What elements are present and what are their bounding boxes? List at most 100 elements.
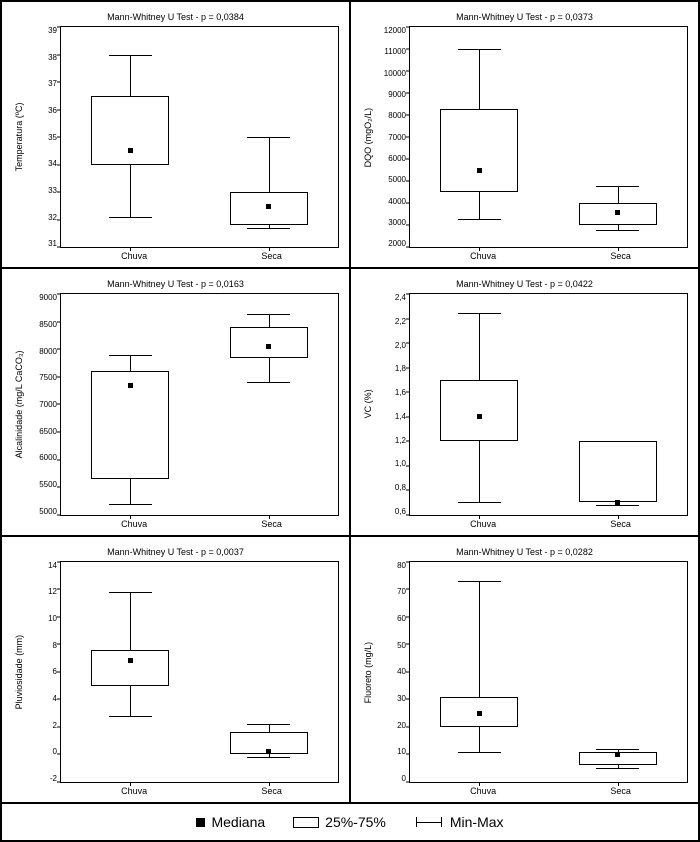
- y-tick: [406, 93, 410, 94]
- whisker-cap: [458, 219, 501, 220]
- box: [91, 650, 169, 686]
- x-tick-label: Seca: [610, 251, 631, 261]
- whisker-cap: [247, 724, 290, 725]
- y-tick: [57, 137, 61, 138]
- whisker-cap: [458, 313, 501, 314]
- whisker: [130, 55, 131, 96]
- y-tick: [406, 392, 410, 393]
- y-tick: [406, 644, 410, 645]
- x-tick: [618, 515, 619, 519]
- y-tick-label: 1,4: [375, 412, 406, 421]
- y-tick: [406, 137, 410, 138]
- whisker-marker-icon: [414, 816, 444, 828]
- y-tick: [406, 616, 410, 617]
- y-tick-label: 8000: [375, 111, 406, 120]
- y-tick-label: 20: [375, 721, 406, 730]
- whisker: [269, 358, 270, 383]
- y-tick-label: 6: [26, 667, 57, 676]
- plot-area: [60, 293, 339, 515]
- x-tick-label: Chuva: [470, 786, 496, 796]
- y-tick-label: 38: [26, 53, 57, 62]
- y-tick: [57, 699, 61, 700]
- y-tick-label: 1,6: [375, 388, 406, 397]
- y-tick-label: 2,4: [375, 293, 406, 302]
- chart-temp: Mann-Whitney U Test - p = 0,0384Temperat…: [1, 1, 350, 268]
- median-marker: [615, 752, 620, 757]
- y-tick-label: 39: [26, 26, 57, 35]
- x-axis: ChuvaSeca: [413, 783, 688, 796]
- y-tick-label: 7000: [375, 133, 406, 142]
- x-axis: Chuva Seca: [64, 248, 339, 261]
- whisker: [130, 355, 131, 372]
- y-tick-label: 5500: [26, 480, 57, 489]
- y-tick-label: 10000: [375, 69, 406, 78]
- y-tick: [57, 616, 61, 617]
- plot-wrap: Alcalinidade (mg/L CaCO₃)900085008000750…: [12, 293, 339, 515]
- whisker: [618, 186, 619, 204]
- whisker-cap: [109, 716, 152, 717]
- y-tick-label: 2,0: [375, 341, 406, 350]
- y-tick: [57, 219, 61, 220]
- y-tick: [57, 782, 61, 783]
- whisker: [269, 137, 270, 192]
- y-tick-label: 8000: [26, 347, 57, 356]
- y-tick-label: 30: [375, 694, 406, 703]
- y-tick: [406, 343, 410, 344]
- x-tick-label: Chuva: [121, 519, 147, 529]
- y-tick: [406, 754, 410, 755]
- y-tick-label: 6000: [26, 453, 57, 462]
- whisker: [269, 724, 270, 732]
- y-tick-label: 40: [375, 667, 406, 676]
- y-tick: [406, 561, 410, 562]
- whisker-cap: [596, 749, 639, 750]
- plot-wrap: Temperatura (ºC)393837363534333231: [12, 26, 339, 248]
- y-axis-label: DQO (mgO₂/L): [361, 26, 375, 248]
- y-tick-label: 5000: [26, 507, 57, 516]
- y-axis: 1200011000100009000800070006000500040003…: [375, 26, 409, 248]
- y-tick: [406, 115, 410, 116]
- y-tick: [57, 54, 61, 55]
- y-tick-label: 0: [375, 774, 406, 783]
- box: [230, 327, 308, 357]
- y-tick: [57, 726, 61, 727]
- y-tick: [406, 699, 410, 700]
- x-tick: [130, 782, 131, 786]
- y-tick: [57, 294, 61, 295]
- y-tick-label: 3000: [375, 218, 406, 227]
- y-tick-label: 33: [26, 186, 57, 195]
- y-tick: [406, 49, 410, 50]
- whisker: [479, 313, 480, 380]
- y-tick: [406, 318, 410, 319]
- y-tick: [406, 671, 410, 672]
- y-tick: [406, 27, 410, 28]
- chart-title: Mann-Whitney U Test - p = 0,0282: [361, 547, 688, 557]
- y-tick-label: 2,2: [375, 317, 406, 326]
- y-tick: [57, 754, 61, 755]
- y-axis-label: Pluviosidade (mm): [12, 561, 26, 783]
- x-tick: [618, 782, 619, 786]
- y-tick-label: 0: [26, 747, 57, 756]
- whisker: [269, 314, 270, 328]
- y-tick: [57, 589, 61, 590]
- y-tick-label: 2: [26, 721, 57, 730]
- y-tick: [406, 203, 410, 204]
- y-tick-label: 7500: [26, 373, 57, 382]
- y-tick: [57, 561, 61, 562]
- box: [91, 96, 169, 165]
- x-tick-label: Seca: [261, 251, 282, 261]
- whisker: [479, 192, 480, 218]
- y-tick-label: 50: [375, 641, 406, 650]
- median-marker-icon: [196, 818, 205, 827]
- x-tick-label: Chuva: [121, 251, 147, 261]
- chart-alcal: Mann-Whitney U Test - p = 0,0163Alcalini…: [1, 268, 350, 535]
- y-tick-label: -2: [26, 774, 57, 783]
- median-marker: [128, 658, 133, 663]
- y-tick-label: 9000: [26, 293, 57, 302]
- y-tick: [57, 321, 61, 322]
- y-tick-label: 31: [26, 239, 57, 248]
- y-tick-label: 4000: [375, 197, 406, 206]
- y-tick: [406, 181, 410, 182]
- plot-area: [60, 561, 339, 783]
- legend-item-whisker: Min-Max: [414, 814, 504, 830]
- x-tick: [269, 782, 270, 786]
